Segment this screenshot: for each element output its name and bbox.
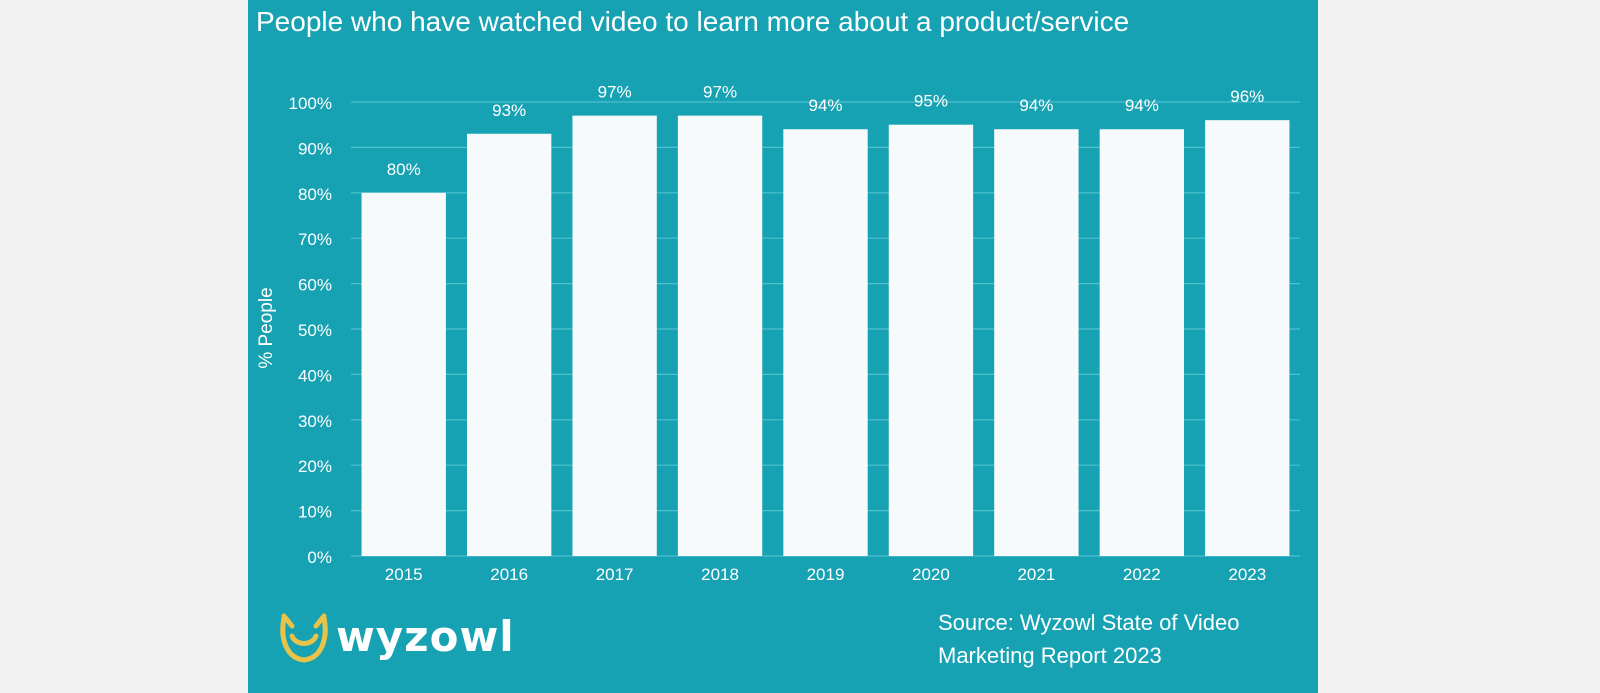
bar (783, 129, 868, 557)
data-label: 95% (914, 92, 948, 111)
data-label: 97% (598, 83, 632, 102)
y-axis-label: % People (256, 287, 277, 368)
y-tick-label: 10% (298, 503, 332, 522)
y-tick-label: 60% (298, 276, 332, 295)
bar (677, 115, 763, 557)
y-tick-label: 30% (298, 412, 332, 431)
bar (888, 124, 974, 556)
data-label: 94% (808, 96, 842, 115)
bars (361, 115, 1290, 557)
x-tick-label: 2017 (596, 565, 634, 584)
x-axis-ticks: 2015 2016 2017 2018 2019 2020 2021 2022 2023 (385, 565, 1266, 584)
bar (994, 129, 1079, 557)
y-axis-ticks: 0% 10% 20% 30% 40% 50% 60% 70% 80% 90% 100% (289, 94, 332, 567)
y-tick-label: 100% (289, 94, 332, 113)
y-tick-label: 90% (298, 139, 332, 158)
y-tick-label: 80% (298, 185, 332, 204)
data-label: 97% (703, 83, 737, 102)
y-tick-label: 70% (298, 230, 332, 249)
chart-panel: People who have watched video to learn m… (248, 0, 1318, 693)
bar (572, 115, 657, 557)
bar (466, 133, 552, 556)
data-label: 96% (1230, 87, 1264, 106)
bar (1099, 129, 1185, 557)
source-line-1: Source: Wyzowl State of Video (938, 610, 1240, 635)
y-tick-label: 50% (298, 321, 332, 340)
x-tick-label: 2019 (807, 565, 845, 584)
data-label: 94% (1019, 96, 1053, 115)
chart-title: People who have watched video to learn m… (256, 6, 1130, 37)
logo-text: wyzowl (336, 611, 515, 661)
owl-icon (280, 613, 328, 663)
y-tick-label: 40% (298, 366, 332, 385)
bar (361, 192, 446, 557)
y-tick-label: 0% (307, 548, 332, 567)
source-note: Source: Wyzowl State of Video Marketing … (938, 606, 1298, 672)
y-tick-label: 20% (298, 457, 332, 476)
x-tick-label: 2018 (701, 565, 739, 584)
bar (1205, 120, 1290, 556)
x-tick-label: 2022 (1123, 565, 1161, 584)
x-tick-label: 2021 (1017, 565, 1055, 584)
data-label: 94% (1125, 96, 1159, 115)
bar-chart: 0% 10% 20% 30% 40% 50% 60% 70% 80% 90% 100% 80% 93%… (256, 83, 1300, 584)
x-tick-label: 2015 (385, 565, 423, 584)
source-line-2: Marketing Report 2023 (938, 643, 1162, 668)
data-label: 80% (387, 160, 421, 179)
x-tick-label: 2023 (1228, 565, 1266, 584)
data-label: 93% (492, 101, 526, 120)
x-tick-label: 2016 (490, 565, 528, 584)
data-labels: 80% 93% 97% 97% 94% 95% 94% 94% 96% (387, 83, 1265, 179)
brand-logo: wyzowl (278, 608, 515, 664)
x-tick-label: 2020 (912, 565, 950, 584)
